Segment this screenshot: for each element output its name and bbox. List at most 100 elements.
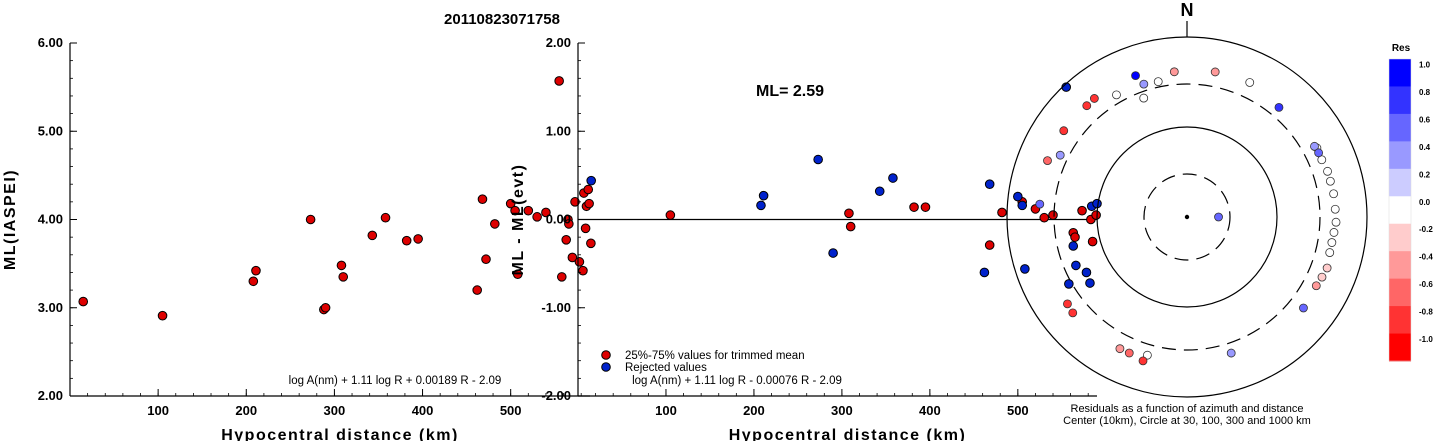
station-point [1311,281,1321,291]
data-point [305,214,316,225]
data-point [248,276,259,287]
data-point [567,252,578,263]
rejected-point [1081,267,1092,278]
colorbar-swatch [1389,59,1411,87]
polar-caption-line2: Center (10km), Circle at 30, 100, 300 an… [1063,415,1311,427]
station-point [1323,166,1332,176]
station-point [1245,78,1255,87]
station-point [1274,103,1284,112]
polar-residual-chart: N Residuals as a function of azimuth and … [1006,0,1368,427]
x-tick-label: 200 [235,403,257,418]
data-point [578,265,588,276]
data-point [574,257,585,267]
ml-annotation: ML= 2.59 [756,83,824,100]
station-point [1214,212,1223,222]
station-point [1331,217,1341,227]
y-tick-label: 2.00 [546,35,571,50]
station-point [1139,93,1149,103]
data-point [336,260,347,271]
data-point [472,285,482,295]
station-point [1139,79,1149,89]
north-label: N [1181,0,1194,20]
data-point [532,212,542,222]
y-tick-label: 5.00 [38,123,63,138]
circle-100km [1096,126,1278,308]
station-point [1142,350,1152,360]
data-point [401,235,412,246]
station-point [1329,228,1339,237]
x-tick-label: 100 [147,403,169,418]
y-tick-label: 3.00 [38,300,63,315]
station-point [1330,204,1340,214]
data-point [583,184,594,195]
rejected-point [586,175,596,186]
station-point [1112,90,1121,100]
x-tick-label: 500 [1007,403,1029,418]
colorbar-label: 0.8 [1419,88,1431,97]
data-point [584,198,594,209]
colorbar-swatch [1389,333,1411,362]
colorbar-swatch [1389,113,1411,142]
station-point [1055,150,1065,160]
y-tick-label: 0.00 [546,212,571,227]
data-point [338,272,349,282]
data-point [523,205,534,216]
rejected-point [874,186,885,197]
trimmed-mean-point [1077,205,1087,216]
colorbar-swatch [1389,278,1411,307]
formula-text: log A(nm) + 1.11 log R - 0.00076 R - 2.0… [632,375,842,387]
epicenter-dot [1184,214,1190,220]
rejected-point [813,154,823,165]
trimmed-mean-point [1087,236,1098,247]
trimmed-mean-point [845,221,856,232]
x-tick-label: 200 [743,403,765,418]
data-point [512,269,523,280]
y-tick-label: 2.00 [38,388,63,403]
colorbar-label: 0.4 [1419,143,1431,152]
data-point [380,212,391,223]
trimmed-mean-point [1039,212,1050,223]
data-point [157,310,168,321]
x-tick-label: 500 [500,403,522,418]
magnitude-vs-distance-chart: 2.00 3.00 4.00 5.00 6.00 100 200 300 400 500 Hypoc… [2,35,596,441]
station-point [1138,356,1148,366]
x-axis-label: Hypocentral distance (km) [221,427,459,441]
colorbar-title: Res [1392,43,1411,54]
x-tick-label: 400 [919,403,941,418]
colorbar-frame [1388,58,1412,362]
polar-caption-line1: Residuals as a function of azimuth and d… [1071,403,1304,415]
data-point [541,207,551,218]
data-point [78,296,89,307]
data-point [367,230,378,241]
station-point [1043,156,1052,166]
rejected-point [1013,191,1023,202]
legend-marker [601,350,611,360]
x-axis-label: Hypocentral distance (km) [729,427,967,441]
station-point [1068,308,1078,318]
station-point [1210,67,1220,77]
trimmed-mean-point [1091,210,1101,220]
rejected-point [1064,279,1074,289]
legend-marker [601,362,611,372]
station-point [1063,299,1072,309]
colorbar-label: 0.2 [1419,170,1431,179]
data-point [561,234,572,245]
rejected-point [1085,278,1095,288]
station-point [1115,344,1125,354]
trimmed-mean-point [984,240,995,250]
x-tick-label: 100 [655,403,677,418]
station-point [1226,348,1236,358]
colorbar-swatch [1389,168,1411,197]
station-point [1124,348,1134,358]
rejected-point [888,173,898,183]
rejected-point [984,179,995,189]
y-tick-label: 1.00 [546,123,571,138]
data-point [564,219,574,229]
colorbar-label: 0.6 [1419,115,1431,124]
y-tick-label: 6.00 [38,35,63,50]
station-point [1089,94,1099,103]
colorbar-label: -0.2 [1419,225,1433,234]
station-point [1322,263,1332,273]
colorbar-swatch [1389,251,1411,280]
